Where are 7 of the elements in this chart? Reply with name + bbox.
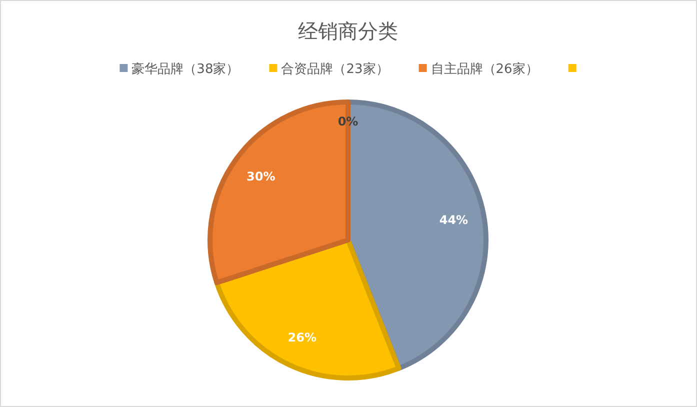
legend-label: 豪华品牌（38家）: [132, 61, 240, 77]
legend-label: 合资品牌（23家）: [281, 61, 389, 77]
legend-label: 自主品牌（26家）: [430, 61, 538, 77]
data-label: 26%: [288, 330, 317, 344]
data-label: 44%: [439, 212, 468, 227]
data-label: 30%: [246, 170, 276, 184]
chart-title: 经销商分类: [298, 19, 398, 43]
